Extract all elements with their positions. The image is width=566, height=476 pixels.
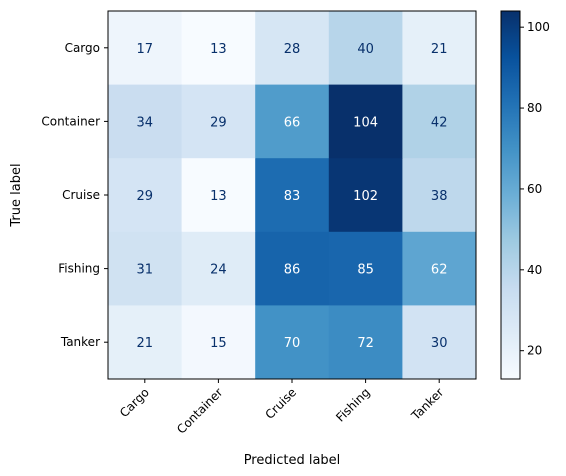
colorbar	[500, 10, 521, 380]
heatmap-cell	[181, 305, 256, 380]
heatmap-cell	[402, 158, 477, 233]
heatmap-cell	[328, 11, 403, 86]
heatmap-cell	[108, 305, 183, 380]
x-tick-label: Fishing	[333, 385, 372, 424]
cell-value-label: 13	[210, 42, 227, 57]
heatmap-cell	[328, 84, 403, 159]
x-tick-label: Cruise	[262, 385, 299, 422]
heatmap-cell	[255, 305, 330, 380]
x-tick-label: Tanker	[408, 385, 446, 423]
heatmap-cell	[108, 231, 183, 306]
cell-value-label: 62	[431, 263, 448, 278]
cell-value-label: 86	[284, 263, 301, 278]
y-tick-label: Tanker	[60, 335, 100, 349]
x-axis-ticks: Cargo Container Cruise Fishing Tanker	[117, 379, 446, 437]
heatmap-cell	[108, 11, 183, 86]
heatmap-cell	[181, 158, 256, 233]
cell-value-label: 102	[353, 189, 378, 204]
heatmap-cell	[402, 11, 477, 86]
y-tick-label: Fishing	[58, 262, 100, 276]
heatmap-cell	[108, 84, 183, 159]
heatmap-cell	[108, 158, 183, 233]
cell-value-label: 30	[431, 336, 448, 351]
heatmap-cells: 17 13 28 40 21 34 29 66 104 42 29 13 83 102 38 31 24 86 85…	[108, 11, 477, 380]
cell-value-label: 17	[137, 42, 154, 57]
cell-value-label: 40	[357, 42, 374, 57]
cell-value-label: 13	[210, 189, 227, 204]
heatmap-cell	[402, 231, 477, 306]
cell-value-label: 34	[137, 115, 154, 130]
cell-value-label: 15	[210, 336, 227, 351]
cell-value-label: 70	[284, 336, 301, 351]
cell-value-label: 21	[137, 336, 154, 351]
colorbar-tick-label: 100	[527, 20, 550, 34]
cell-value-label: 66	[284, 115, 301, 130]
y-tick-label: Container	[41, 114, 100, 128]
cell-value-label: 42	[431, 115, 448, 130]
colorbar-tick-label: 40	[527, 263, 542, 277]
colorbar-tick-label: 80	[527, 101, 542, 115]
heatmap-cell	[255, 11, 330, 86]
x-tick-label: Container	[174, 385, 225, 436]
cell-value-label: 104	[353, 115, 378, 130]
cell-value-label: 38	[431, 189, 448, 204]
cell-value-label: 72	[357, 336, 374, 351]
heatmap-cell	[181, 84, 256, 159]
cell-value-label: 24	[210, 263, 227, 278]
colorbar-ticks: 20 40 60 80 100	[520, 20, 550, 358]
heatmap-cell	[181, 11, 256, 86]
heatmap-cell	[255, 158, 330, 233]
heatmap-cell	[402, 305, 477, 380]
colorbar-tick-label: 60	[527, 182, 542, 196]
heatmap-cell	[255, 231, 330, 306]
y-tick-label: Cargo	[65, 41, 100, 55]
cell-value-label: 31	[137, 263, 154, 278]
cell-value-label: 21	[431, 42, 448, 57]
heatmap-cell	[402, 84, 477, 159]
x-axis-label: Predicted label	[244, 453, 341, 468]
cell-value-label: 85	[357, 263, 374, 278]
y-axis-label: True label	[9, 163, 24, 227]
y-axis-ticks: Cargo Container Cruise Fishing Tanker	[41, 41, 108, 349]
x-tick-label: Cargo	[117, 385, 152, 420]
heatmap-cell	[181, 231, 256, 306]
cell-value-label: 28	[284, 42, 301, 57]
heatmap-cell	[328, 158, 403, 233]
heatmap-cell	[255, 84, 330, 159]
colorbar-tick-label: 20	[527, 344, 542, 358]
y-tick-label: Cruise	[62, 188, 100, 202]
cell-value-label: 83	[284, 189, 301, 204]
heatmap-cell	[328, 231, 403, 306]
cell-value-label: 29	[137, 189, 154, 204]
cell-value-label: 29	[210, 115, 227, 130]
heatmap-cell	[328, 305, 403, 380]
